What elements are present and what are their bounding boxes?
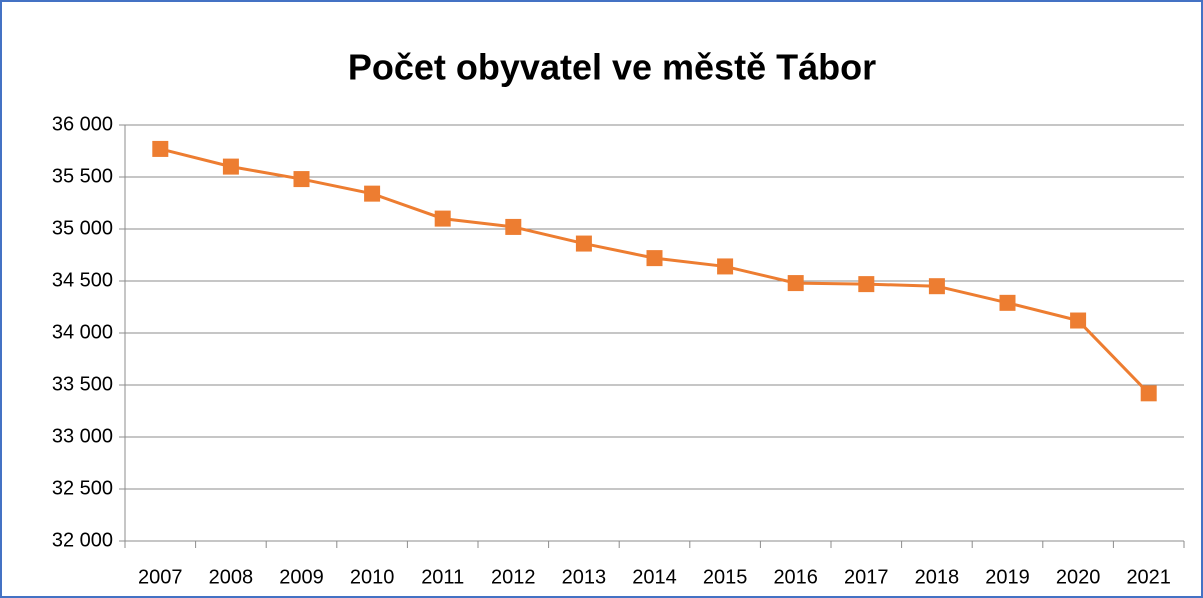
marker [434,210,451,227]
y-tick-label: 33 000 [52,425,113,447]
x-tick-label: 2016 [773,566,818,588]
marker [505,218,522,235]
x-tick-label: 2018 [915,566,960,588]
x-tick-label: 2008 [209,566,254,588]
x-tick-label: 2011 [421,566,464,588]
marker [646,250,663,267]
marker [787,275,804,292]
x-tick-label: 2010 [350,566,395,588]
marker [1140,385,1157,402]
marker [1070,312,1087,329]
x-tick-label: 2017 [844,566,889,588]
marker [999,294,1016,311]
x-tick-label: 2015 [703,566,748,588]
y-tick-label: 34 500 [52,269,113,291]
x-tick-label: 2013 [562,566,607,588]
x-tick-label: 2009 [279,566,324,588]
x-tick-label: 2007 [138,566,183,588]
y-tick-label: 36 000 [52,113,113,135]
marker [928,278,945,295]
marker [858,276,875,293]
x-tick-label: 2021 [1126,566,1171,588]
y-tick-label: 33 500 [52,373,113,395]
marker [222,158,239,175]
y-tick-label: 32 500 [52,477,113,499]
y-tick-label: 32 000 [52,529,113,551]
x-tick-label: 2019 [985,566,1030,588]
marker [364,185,381,202]
y-tick-label: 34 000 [52,321,113,343]
marker [575,235,592,252]
marker [293,171,310,188]
x-tick-label: 2020 [1056,566,1101,588]
marker [152,140,169,157]
y-tick-label: 35 000 [52,217,113,239]
y-tick-label: 35 500 [52,165,113,187]
x-tick-label: 2012 [491,566,536,588]
x-tick-label: 2014 [632,566,677,588]
chart-title: Počet obyvatel ve městě Tábor [348,47,876,88]
marker [717,258,734,275]
